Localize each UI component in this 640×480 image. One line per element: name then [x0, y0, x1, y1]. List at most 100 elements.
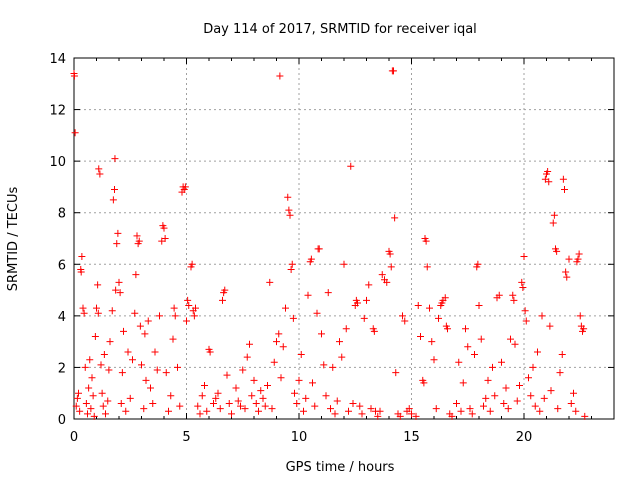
data-point [376, 407, 384, 415]
data-point [93, 304, 100, 312]
data-point [138, 361, 145, 369]
y-tick-label: 12 [49, 104, 66, 119]
data-point [185, 302, 193, 310]
data-point [106, 338, 114, 346]
data-point [570, 389, 577, 397]
y-tick-label: 4 [58, 310, 66, 325]
data-point [170, 304, 178, 312]
data-point [100, 351, 108, 359]
data-point [120, 327, 127, 335]
data-point [96, 170, 104, 178]
data-point [509, 291, 517, 299]
data-point [544, 167, 552, 175]
y-tick-label: 14 [49, 52, 66, 67]
data-point [457, 407, 465, 415]
data-point [405, 405, 413, 413]
data-point [516, 381, 523, 389]
data-point [417, 332, 424, 340]
data-point [131, 309, 139, 317]
data-point [89, 392, 97, 400]
data-point [295, 376, 303, 384]
data-point [432, 405, 440, 413]
data-point [112, 286, 120, 294]
data-point [147, 384, 154, 392]
data-point [338, 353, 346, 361]
data-point [576, 312, 584, 320]
data-point [315, 245, 323, 253]
data-point [246, 340, 253, 348]
data-point [82, 400, 90, 408]
data-point [363, 296, 370, 304]
data-point [135, 237, 143, 245]
data-point [273, 338, 280, 346]
data-point [480, 402, 487, 410]
data-point [521, 307, 529, 315]
data-point [500, 400, 508, 408]
data-point [302, 394, 310, 402]
data-point [549, 219, 557, 227]
data-point [239, 366, 247, 374]
data-point [167, 392, 175, 400]
x-tick-label: 5 [182, 430, 190, 445]
data-point [540, 394, 548, 402]
data-point [181, 183, 189, 191]
data-point [559, 175, 567, 183]
data-point [297, 351, 305, 359]
data-point [435, 314, 442, 322]
x-axis-title: GPS time / hours [286, 460, 395, 475]
data-point [95, 165, 103, 173]
x-tick-label: 0 [70, 430, 78, 445]
x-tick-label: 20 [516, 430, 533, 445]
data-point [284, 193, 292, 201]
data-point [370, 327, 378, 335]
data-point [531, 402, 539, 410]
data-point [248, 392, 256, 400]
data-point [567, 400, 575, 408]
data-point [285, 206, 293, 214]
data-point [574, 255, 582, 263]
data-point [142, 376, 150, 384]
data-point [206, 348, 214, 356]
data-point [468, 410, 476, 418]
data-point [221, 286, 229, 294]
data-point [255, 407, 262, 415]
data-point [261, 402, 269, 410]
data-point [104, 397, 112, 405]
data-point [237, 402, 244, 410]
data-point [354, 299, 361, 307]
y-tick-label: 0 [58, 413, 66, 428]
data-point [331, 410, 339, 418]
data-point [225, 400, 233, 408]
data-point [132, 271, 140, 279]
data-point [114, 229, 122, 237]
data-point [108, 307, 116, 315]
data-point [408, 410, 415, 418]
data-point [214, 389, 222, 397]
data-point [320, 361, 328, 369]
data-point [518, 278, 526, 286]
data-point [536, 407, 544, 415]
data-point [412, 412, 420, 420]
data-point [156, 312, 163, 320]
data-point [511, 340, 519, 348]
data-point [529, 363, 537, 371]
data-point [441, 294, 449, 302]
data-point [291, 389, 298, 397]
data-point [72, 402, 80, 410]
data-point [360, 314, 368, 322]
data-point [79, 304, 87, 312]
data-point [336, 338, 343, 346]
data-point [165, 407, 172, 415]
data-point [475, 302, 483, 310]
data-point [141, 330, 149, 338]
data-point [562, 268, 570, 276]
data-point [307, 255, 315, 263]
data-point [563, 273, 571, 281]
data-point [322, 392, 330, 400]
data-point [575, 250, 583, 258]
data-point [70, 72, 78, 80]
data-point [550, 211, 558, 219]
data-point [94, 309, 102, 317]
data-point [216, 405, 224, 413]
data-point [223, 371, 231, 379]
